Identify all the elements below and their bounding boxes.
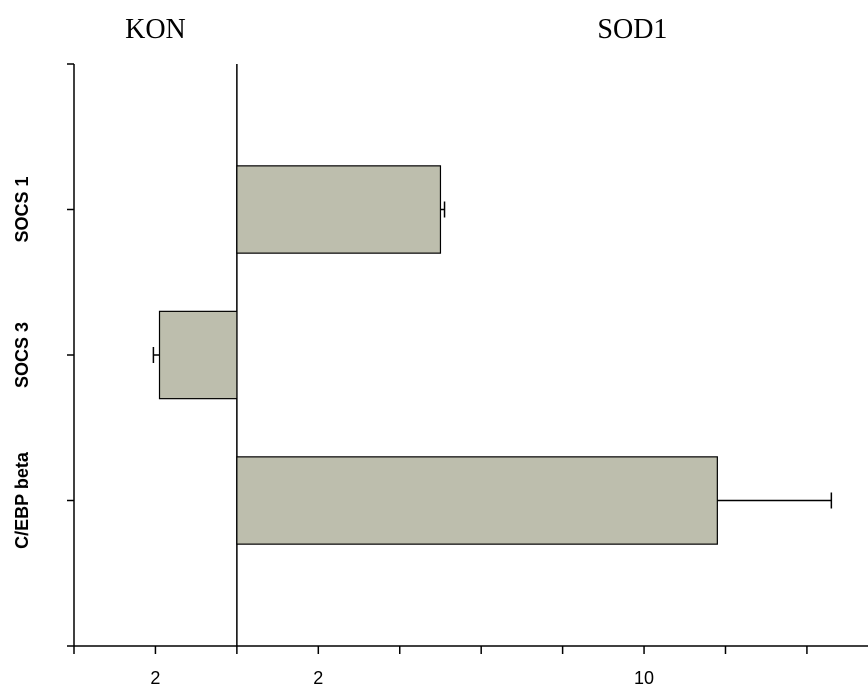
category-label: C/EBP beta <box>12 451 32 549</box>
bar <box>236 456 718 545</box>
category-label: SOCS 3 <box>12 322 32 388</box>
x-tick-label: 2 <box>150 668 160 688</box>
x-tick-label: 10 <box>634 668 654 688</box>
bar <box>158 310 238 400</box>
category-label: SOCS 1 <box>12 176 32 242</box>
right-group-label: SOD1 <box>597 14 667 45</box>
bar <box>236 165 442 254</box>
left-group-label: KON <box>125 14 186 45</box>
x-tick-label: 2 <box>313 668 323 688</box>
